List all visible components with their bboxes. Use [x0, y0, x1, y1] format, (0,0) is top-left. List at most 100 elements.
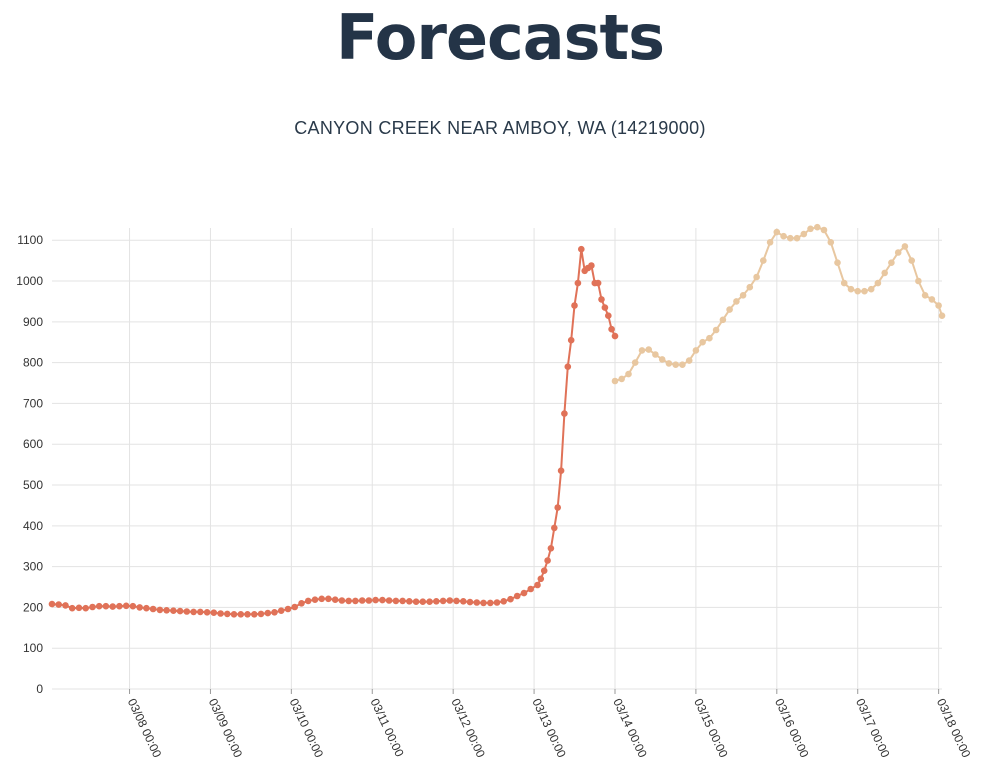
forecast-series — [611, 223, 946, 385]
observed-point — [109, 603, 116, 610]
forecast-point — [665, 360, 673, 367]
observed-point — [493, 599, 501, 606]
observed-point — [143, 604, 150, 612]
observed-point — [379, 596, 386, 604]
forecast-point — [854, 287, 861, 295]
x-tick-label: 03/08 00:00 — [125, 696, 165, 760]
observed-point — [163, 607, 170, 614]
forecast-point — [867, 285, 875, 293]
observed-point — [392, 597, 400, 605]
forecast-point — [793, 234, 801, 242]
observed-point — [230, 611, 238, 618]
observed-point — [598, 296, 605, 303]
page-title: Forecasts — [335, 1, 665, 74]
forecast-point — [753, 273, 760, 281]
observed-point — [460, 598, 467, 605]
forecast-point — [834, 259, 841, 267]
y-tick-label: 1100 — [17, 233, 43, 247]
observed-point — [325, 595, 332, 603]
forecast-point — [915, 277, 922, 285]
forecast-point — [908, 257, 915, 264]
y-tick-label: 300 — [23, 560, 43, 574]
forecast-point — [739, 292, 747, 299]
observed-point — [298, 600, 305, 607]
observed-point — [520, 589, 528, 597]
station-subtitle: CANYON CREEK NEAR AMBOY, WA (14219000) — [294, 118, 706, 138]
forecast-point — [780, 232, 787, 240]
y-tick-label: 400 — [23, 519, 43, 533]
forecast-point — [874, 279, 882, 287]
forecast-point — [679, 361, 686, 369]
forecast-point — [773, 228, 781, 236]
observed-point — [412, 598, 420, 605]
forecast-point — [618, 375, 625, 383]
observed-point — [68, 604, 76, 612]
observed-point — [62, 602, 69, 609]
y-tick-label: 900 — [23, 315, 43, 329]
observed-point — [446, 597, 454, 604]
y-tick-label: 200 — [23, 600, 43, 614]
x-tick-label: 03/09 00:00 — [206, 696, 246, 760]
observed-point — [55, 601, 62, 608]
x-tick-label: 03/11 00:00 — [368, 696, 407, 759]
observed-point — [331, 596, 339, 603]
forecast-point — [625, 370, 632, 378]
forecast-point — [807, 225, 814, 233]
x-tick-label: 03/16 00:00 — [772, 696, 812, 760]
y-tick-label: 600 — [23, 437, 43, 451]
forecast-point — [645, 346, 652, 353]
forecast-point — [800, 230, 808, 238]
observed-point — [487, 599, 494, 607]
forecast-point — [712, 326, 720, 334]
observed-point — [291, 603, 299, 611]
observed-point — [190, 608, 197, 616]
forecast-point — [928, 296, 936, 303]
forecast-point — [888, 259, 895, 267]
forecast-point — [611, 377, 619, 385]
observed-point — [156, 606, 164, 614]
observed-point — [439, 597, 447, 605]
x-tick-label: 03/15 00:00 — [691, 696, 731, 760]
forecast-point — [766, 239, 774, 246]
observed-point — [544, 557, 551, 564]
observed-point — [385, 597, 393, 604]
observed-point — [176, 607, 184, 615]
forecast-point — [921, 292, 929, 299]
y-tick-label: 1000 — [16, 274, 43, 288]
observed-point — [601, 304, 609, 311]
y-tick-label: 700 — [23, 396, 43, 410]
observed-point — [284, 605, 292, 613]
observed-point — [534, 581, 541, 589]
forecast-point — [760, 257, 767, 264]
forecast-point — [638, 347, 646, 354]
observed-point — [611, 332, 619, 340]
forecast-point — [726, 306, 733, 313]
observed-point — [551, 524, 558, 532]
forecast-point — [652, 351, 659, 358]
forecast-point — [692, 347, 700, 354]
observed-point — [564, 363, 572, 371]
observed-point — [594, 279, 602, 287]
forecast-point — [733, 298, 740, 305]
observed-point — [277, 607, 285, 614]
forecast-point — [814, 223, 821, 231]
observed-point — [257, 610, 265, 618]
forecast-point — [840, 279, 848, 287]
observed-point — [345, 597, 353, 605]
y-tick-label: 500 — [23, 478, 43, 492]
observed-point — [578, 245, 585, 253]
observed-point — [217, 610, 224, 617]
observed-point — [358, 597, 366, 604]
forecast-point — [901, 243, 909, 250]
observed-point — [244, 611, 251, 618]
observed-point — [547, 545, 555, 552]
observed-point — [554, 504, 561, 511]
observed-point — [466, 598, 474, 606]
observed-point — [500, 598, 508, 605]
observed-point — [136, 604, 143, 611]
observed-point — [608, 325, 615, 333]
observed-point — [237, 611, 245, 618]
observed-point — [372, 596, 379, 604]
observed-point — [574, 279, 582, 287]
x-tick-label: 03/17 00:00 — [853, 696, 893, 760]
